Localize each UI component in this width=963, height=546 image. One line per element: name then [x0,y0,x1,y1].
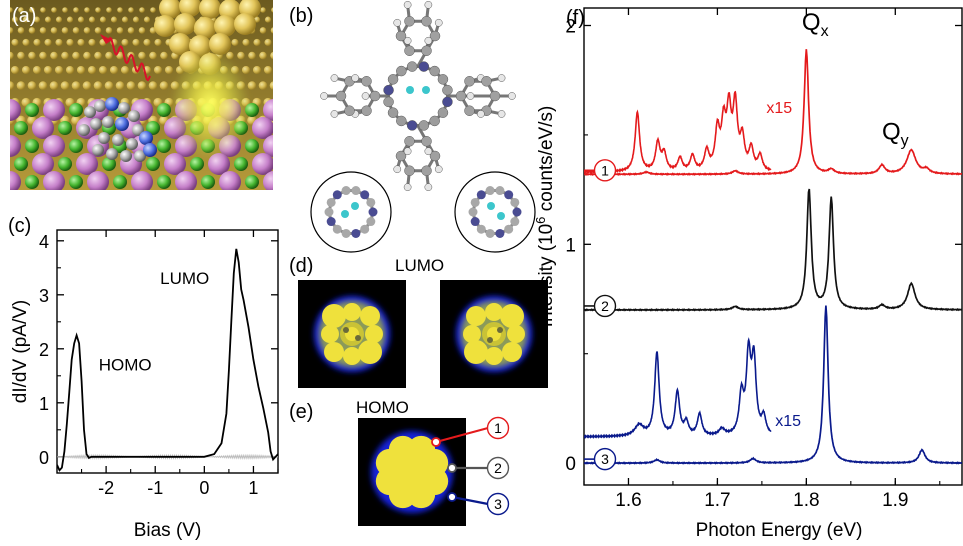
spectrum-xlabel: Photon Energy (eV) [696,520,863,541]
spectrum-marker-label: 2 [601,298,609,314]
spectrum-annotation: x15 [766,100,792,117]
homo-marker-2: 2 [494,460,502,476]
y-tick-label: 1 [565,235,576,256]
homo-marker-3: 3 [494,496,502,512]
lumo-title: LUMO [395,256,444,275]
panel-label-c: (c) [8,215,31,237]
x-tick-label: 1.8 [793,490,819,511]
y-tick-label: 1 [39,394,49,414]
spectrum-series-3 [584,305,962,465]
spectrum-marker-3 [593,447,617,471]
lumo-map-left [298,280,406,388]
x-tick-label: 1.6 [615,490,641,511]
panel-label-e: (e) [289,401,313,423]
y-tick-label: 4 [39,232,49,252]
spectrum-marker-2 [593,294,617,318]
x-tick-label: 1.9 [882,490,908,511]
homo-title: HOMO [356,398,409,417]
didv-curve [57,248,278,472]
x-tick-label: -2 [98,478,114,498]
didv-annotation: HOMO [99,355,152,374]
spectrum-marker-1 [593,159,617,182]
spectrum-series-1-zoom [584,90,772,175]
lumo-map-right [440,280,548,388]
didv-ylabel: dI/dV (pA/V) [10,300,31,404]
y-tick-label: 2 [39,340,49,360]
spectrum-annotation: Qy [882,118,909,149]
x-tick-label: -1 [147,478,163,498]
homo-map-markers: 1 2 3 [431,416,510,516]
panel-a-render [10,0,273,190]
x-tick-label: 1.7 [704,490,730,511]
x-tick-label: 0 [199,478,209,498]
spectrum-series-1 [584,49,962,177]
panel-label-f: (f) [566,7,585,29]
homo-map [358,418,466,526]
y-tick-label: 2 [565,17,576,38]
didv-xlabel: Bias (V) [134,520,202,541]
x-tick-label: 1 [248,478,258,498]
spectrum-ylabel: Intensity (106 counts/eV/s) [533,106,557,328]
panel-label-d: (d) [289,255,313,277]
y-tick-label: 0 [39,448,49,468]
spectrum-series-3-zoom [584,337,772,440]
panel-label-b: (b) [289,5,313,27]
tautomer-inset-right [454,171,536,253]
plot-frame [56,229,279,474]
y-tick-label: 3 [39,286,49,306]
panel-label-a: (a) [12,5,36,27]
y-tick-label: 0 [565,454,576,475]
spectrum-marker-label: 3 [601,451,609,467]
didv-spectrum-chart: -2 -1 0 1 0 1 2 3 4 HOMO LUMO Bias (V) dI/dV (pA/V) [10,229,279,541]
plot-frame [583,7,963,486]
luminescence-spectra-chart: 1.6 1.7 1.8 1.9 0 1 2 1 2 3 Qx Qy x15 x15 Photon Energ… [533,7,963,541]
spectrum-marker-label: 1 [601,162,609,178]
molecule-structure [320,0,516,192]
didv-annotation: LUMO [160,269,209,288]
tautomer-inset-left [310,171,392,253]
spectrum-series-2 [584,188,962,312]
homo-marker-1: 1 [494,420,502,436]
spectrum-annotation: x15 [775,413,801,430]
spectrum-annotation: Qx [802,9,829,40]
